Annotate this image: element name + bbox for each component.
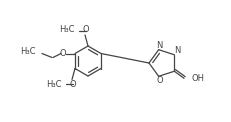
Text: O: O	[70, 80, 76, 89]
Text: H₃C: H₃C	[60, 25, 75, 35]
Text: O: O	[156, 76, 163, 85]
Text: O: O	[60, 49, 66, 58]
Text: H₃C: H₃C	[46, 80, 62, 89]
Text: N: N	[174, 46, 180, 55]
Text: OH: OH	[191, 74, 204, 83]
Text: N: N	[156, 41, 163, 50]
Text: H₃C: H₃C	[21, 47, 36, 56]
Text: O: O	[83, 25, 89, 35]
